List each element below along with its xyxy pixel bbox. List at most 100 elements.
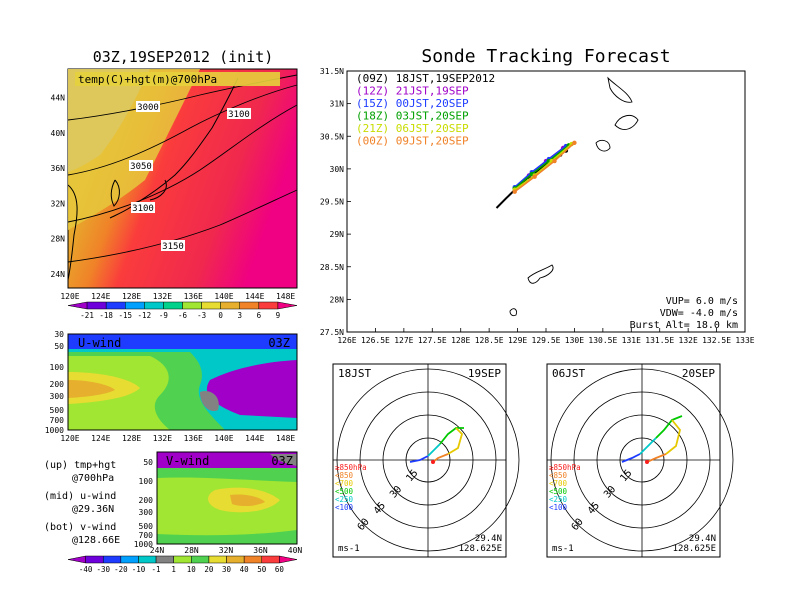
wind-colorbar-label: -40 (79, 565, 93, 574)
wind-colorbar-swatch (85, 555, 104, 564)
note-mid-line2: @29.36N (72, 504, 114, 515)
lat-tick-label: 24N (150, 546, 165, 555)
lon-tick-label: 124E (91, 434, 110, 443)
lon-tick-label: 130E (565, 336, 584, 345)
uwind-label: U-wind (78, 336, 121, 350)
note-bot-line1: (bot) v-wind (44, 522, 116, 533)
lat-tick-label: 30.5N (320, 132, 344, 141)
hgt-contour-3100 (67, 104, 298, 223)
lon-tick-label: 132E (679, 336, 698, 345)
lat-tick-label: 28N (330, 295, 345, 304)
lon-tick-label: 140E (214, 434, 233, 443)
temp-colorbar-label: -3 (197, 311, 206, 320)
note-up-line1: (up) tmp+hgt (44, 460, 116, 471)
hodograph-time: 06JST (552, 367, 585, 380)
wind-colorbar-label: 1 (171, 565, 176, 574)
temp-colorbar-swatch (105, 301, 126, 310)
lon-tick-label: 130.5E (588, 336, 617, 345)
wind-colorbar-label: 60 (275, 565, 285, 574)
hodograph-ring (596, 414, 688, 506)
temp-colorbar-label: -12 (138, 311, 152, 320)
param-vdw: VDW= -4.0 m/s (660, 308, 738, 319)
hodograph-trace (447, 427, 464, 455)
temp-map-label: temp(C)+hgt(m)@700hPa (78, 73, 217, 86)
island-amami (527, 264, 554, 284)
temp-map: 3000 3100 3050 3100 3150 temp(C)+hgt(m)@… (67, 68, 298, 289)
lat-tick-label: 29N (330, 230, 345, 239)
hodograph-trace (621, 453, 641, 463)
lon-tick-label: 133E (735, 336, 754, 345)
contour-labels: 3000 3100 3050 3100 3150 (129, 101, 251, 252)
lon-tick-label: 132E (153, 434, 172, 443)
lon-tick-label: 140E (214, 292, 233, 301)
pressure-tick-label: 300 (50, 392, 65, 401)
param-burst: Burst Alt= 18.0 km (630, 320, 738, 331)
lat-tick-label: 29.5N (320, 198, 344, 207)
track-legend-entry: (00Z) 09JST,20SEP (356, 135, 469, 148)
hodograph-legend-entry: <500 (549, 487, 568, 496)
vwind-label: V-wind (166, 454, 209, 468)
track-chart: (09Z) 18JST,19SEP2012(12Z) 21JST,19SEP(1… (346, 70, 746, 333)
note-bot-line2: @128.66E (72, 535, 120, 546)
contour-label: 3000 (137, 103, 159, 113)
temp-colorbar-swatch (144, 301, 164, 310)
hodograph-legend-entry: <250 (335, 495, 354, 504)
pressure-tick-label: 700 (139, 531, 154, 540)
wind-colorbar-swatch (67, 555, 86, 564)
hodograph-origin-point (431, 460, 435, 464)
temp-colorbar-label: -21 (80, 311, 94, 320)
lat-tick-label: 36N (253, 546, 268, 555)
vwind-gray-patch (270, 454, 297, 466)
temp-map-cold-region (68, 69, 150, 172)
hodograph-lat: 29.4N (475, 534, 502, 544)
uwind-lon-ticks: 120E 124E 128E 132E 136E 140E 144E 148E (60, 434, 295, 443)
hodograph-ring (382, 414, 474, 506)
temp-colorbar-swatch (86, 301, 107, 310)
lon-tick-label: 129E (508, 336, 527, 345)
pressure-tick-label: 1000 (134, 540, 153, 549)
pressure-tick-label: 200 (139, 496, 154, 505)
pressure-tick-label: 100 (50, 363, 65, 372)
lat-tick-label: 31.5N (320, 67, 344, 76)
hodograph-legend-entry: ≥850hPa (549, 463, 581, 472)
temp-colorbar-swatch (201, 301, 221, 310)
lon-tick-label: 144E (245, 292, 264, 301)
contour-label: 3100 (132, 204, 154, 214)
track-params: VUP= 6.0 m/s VDW= -4.0 m/s Burst Alt= 18… (630, 296, 738, 331)
hodograph-legend-entry: <850 (335, 471, 354, 480)
hodograph-date: 20SEP (682, 367, 715, 380)
temp-colorbar: -21 -18 -15 -12 -9 -6 -3 0 3 6 9 (67, 301, 298, 320)
pressure-tick-label: 700 (50, 416, 65, 425)
lat-tick-label: 24N (51, 270, 66, 279)
temp-map-lat-ticks: 24N 28N 32N 36N 40N 44N (51, 94, 66, 280)
hodograph-trace (639, 437, 657, 455)
hodograph-trace (439, 427, 464, 445)
uwind-upper-band (68, 334, 297, 349)
lon-tick-label: 148E (276, 292, 295, 301)
hgt-contour-3150 (67, 189, 298, 263)
wind-colorbar-swatch (138, 555, 157, 564)
wind-colorbar-label: -1 (152, 565, 161, 574)
uwind-time: 03Z (268, 336, 290, 350)
track-line (514, 142, 575, 193)
temp-colorbar-label: -15 (118, 311, 132, 320)
wind-colorbar-label: 30 (222, 565, 232, 574)
track-line (514, 144, 570, 190)
lon-tick-label: 128E (451, 336, 470, 345)
wind-colorbar-swatch (279, 555, 298, 564)
temp-colorbar-label: -6 (178, 311, 188, 320)
wind-colorbar-swatch (261, 555, 280, 564)
hodograph-legend-entry: <100 (549, 503, 568, 512)
track-point (572, 140, 577, 145)
lon-tick-label: 120E (60, 292, 79, 301)
vwind-time: 03Z (271, 454, 293, 468)
lon-tick-label: 144E (245, 434, 264, 443)
hodograph-trace (665, 419, 681, 455)
track-legend-entry: (09Z) 18JST,19SEP2012 (356, 72, 495, 85)
uwind-orange-core (68, 380, 115, 398)
lat-tick-label: 44N (51, 94, 66, 103)
lon-tick-label: 128E (122, 434, 141, 443)
track-line (514, 145, 567, 188)
hgt-contour-3050 (67, 84, 298, 176)
